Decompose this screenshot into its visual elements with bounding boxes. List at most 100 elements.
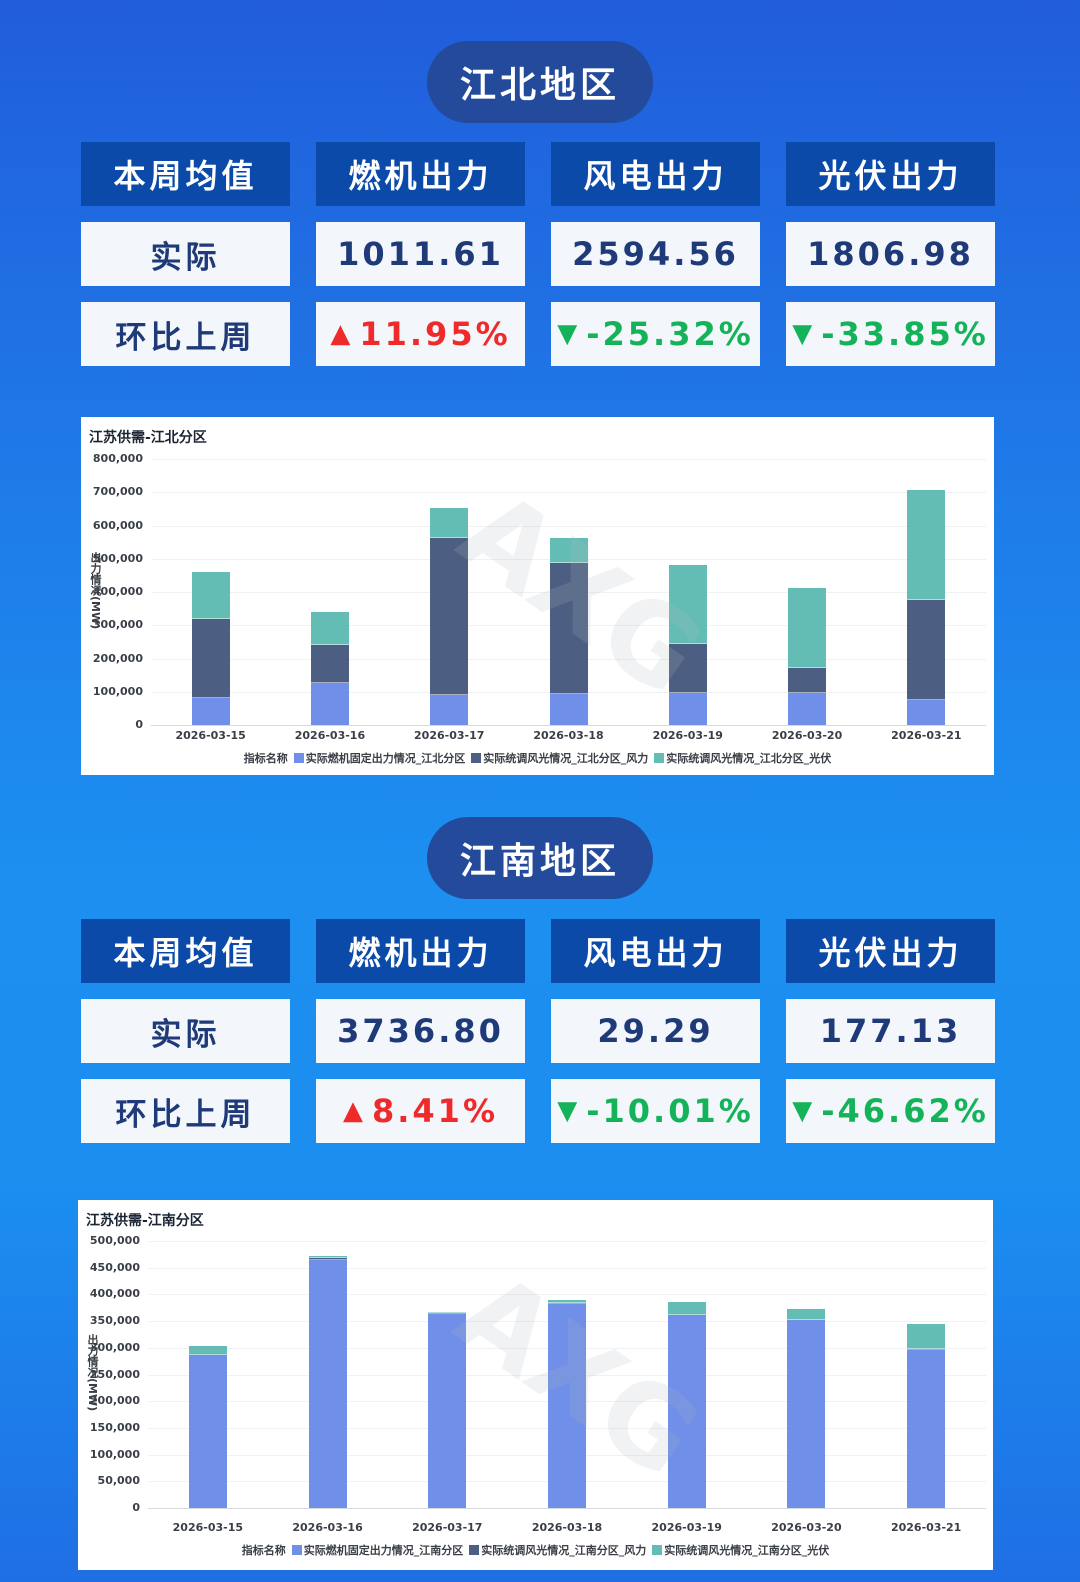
bar-segment-solar [668,565,707,645]
row-label-actual: 实际 [81,999,290,1063]
arrow-down-icon: ▼ [792,1096,816,1126]
change-wind-value: -10.01% [586,1092,754,1130]
bar-segment-gas [788,693,827,725]
bar-segment-wind [428,1312,467,1314]
change-gas-value: 8.41% [371,1092,498,1130]
y-tick-label: 300,000 [92,618,143,632]
row-label-actual: 实际 [81,222,290,286]
bar-segment-gas [549,694,588,725]
arrow-down-icon: ▼ [557,319,581,349]
bar-segment-solar [907,1323,946,1350]
y-axis-label: 出力情况(MW) [86,1334,99,1412]
gridline [148,1267,986,1269]
legend-item-label: 实际燃机固定出力情况_江北分区 [305,752,466,765]
arrow-up-icon: ▲ [342,1096,366,1126]
arrow-down-icon: ▼ [557,1096,581,1126]
y-tick-label: 400,000 [92,585,143,598]
x-tick-label: 2026-03-17 [414,729,485,742]
bar-segment-solar [907,489,946,600]
y-axis-label: 出力情况(MW) [89,552,102,630]
legend-item-label: 实际燃机固定出力情况_江南分区 [303,1544,464,1557]
stacked-bar [428,1241,467,1508]
actual-gas-value: 1011.61 [316,222,525,286]
change-solar-value: -46.62% [821,1092,989,1130]
gridline [151,492,986,494]
bar-segment-solar [188,1346,227,1356]
bar-segment-gas [787,1320,826,1508]
legend-title: 指标名称 [241,1544,286,1557]
y-tick-label: 250,000 [89,1367,140,1381]
row-label-wow-change: 环比上周 [81,1079,290,1143]
stacked-bar [549,459,588,725]
y-tick-label: 150,000 [89,1420,140,1434]
y-tick-label: 50,000 [97,1474,140,1488]
x-tick-label: 2026-03-17 [412,1521,483,1534]
bar-segment-gas [907,700,946,725]
x-tick-label: 2026-03-15 [175,729,246,742]
bar-segment-wind [788,668,827,694]
change-wind-value: -25.32% [586,315,754,353]
y-tick-label: 200,000 [92,651,143,665]
y-tick-label: 500,000 [92,551,143,565]
x-tick-label: 2026-03-19 [651,1521,722,1534]
x-tick-label: 2026-03-16 [292,1521,363,1534]
actual-solar-value: 1806.98 [786,222,995,286]
x-tick-label: 2026-03-20 [771,1521,842,1534]
stats-table-north: 本周均值 燃机出力 风电出力 光伏出力 实际 1011.61 2594.56 1… [81,142,995,366]
y-tick-label: 450,000 [89,1260,140,1274]
legend-swatch-icon [471,753,482,763]
y-tick-label: 200,000 [89,1394,140,1408]
header-weekly-avg: 本周均值 [81,919,290,983]
chart-south: 江苏供需-江南分区 出力情况(MW) 0 50,000 100,000 150,000 20… [78,1200,993,1570]
bar-segment-wind [430,538,469,696]
y-tick-label: 500,000 [89,1234,140,1247]
bar-segment-wind [191,618,230,699]
change-gas: ▲ 8.41% [316,1079,525,1143]
bar-segment-gas [308,1259,347,1508]
bar-segment-solar [308,1255,347,1259]
bar-segment-gas [191,698,230,725]
bar-segment-solar [310,611,349,646]
y-tick-label: 300,000 [89,1340,140,1354]
x-tick-label: 2026-03-19 [652,729,723,742]
change-wind: ▼ -25.32% [551,302,760,366]
bar-segment-gas [310,683,349,725]
stats-table-south: 本周均值 燃机出力 风电出力 光伏出力 实际 3736.80 29.29 177… [81,919,995,1143]
change-solar-value: -33.85% [821,315,989,353]
legend-item-label: 实际统调风光情况_江北分区_光伏 [666,752,832,765]
bar-segment-solar [787,1308,826,1320]
gridline [148,1294,986,1296]
stacked-bar [667,1241,706,1508]
chart-north: 江苏供需-江北分区 出力情况(MW) 0 100,000 200,000 300,000 4… [81,417,994,775]
legend-swatch-icon [291,1545,302,1555]
bar-segment-solar [191,572,230,619]
x-axis-line [148,1508,986,1509]
bar-segment-solar [548,1299,586,1303]
legend-swatch-icon [293,753,304,763]
bar-segment-solar [430,508,469,539]
actual-wind-value: 29.29 [551,999,760,1063]
stacked-bar [907,1241,946,1508]
y-tick-label: 0 [135,718,143,731]
stacked-bar [788,459,827,725]
change-gas-value: 11.95% [359,315,511,353]
header-wind-output: 风电出力 [551,142,760,206]
bar-segment-wind [668,644,707,694]
actual-wind-value: 2594.56 [551,222,760,286]
legend-swatch-icon [654,753,665,763]
region-title-south: 江南地区 [427,817,653,899]
bar-segment-gas [188,1355,227,1508]
change-solar: ▼ -33.85% [786,302,995,366]
row-label-wow-change: 环比上周 [81,302,290,366]
gridline [151,525,986,527]
x-tick-label: 2026-03-21 [891,729,962,742]
y-tick-label: 400,000 [89,1287,140,1301]
bar-segment-gas [668,693,707,725]
stacked-bar [191,459,230,725]
legend-swatch-icon [652,1545,663,1555]
stacked-bar [310,459,349,725]
arrow-down-icon: ▼ [792,319,816,349]
header-wind-output: 风电出力 [551,919,760,983]
bar-segment-solar [667,1302,706,1315]
x-tick-label: 2026-03-18 [531,1521,603,1534]
